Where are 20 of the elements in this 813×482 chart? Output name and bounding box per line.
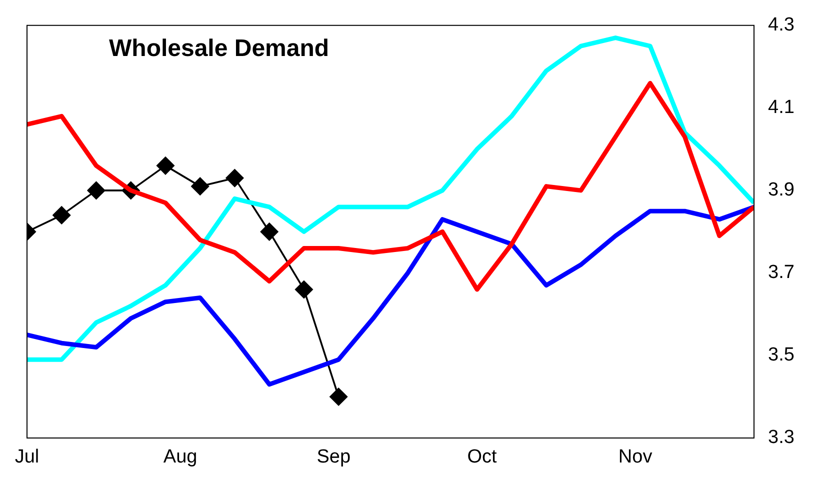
point [330,388,348,406]
x-tick-label: Oct [467,446,498,468]
point [52,206,71,224]
x-tick-label: Sep [316,446,351,468]
chart-title: Wholesale Demand [109,35,330,62]
point [260,222,278,241]
y-tick-label: 4.1 [768,97,794,118]
point [295,280,313,298]
x-tick-label: Nov [618,446,653,468]
point [226,169,244,187]
x-tick-label: Jul [14,446,40,468]
y-tick-label: 3.9 [768,180,794,201]
y-tick-label: 3.7 [768,262,794,284]
y-tick-label: 4.3 [768,14,794,36]
point [156,156,174,175]
y-tick-label: 3.3 [768,427,794,448]
point [191,177,209,196]
y-tick-label: 3.5 [768,344,794,366]
x-tick-label: Aug [163,446,198,468]
point [87,182,106,200]
